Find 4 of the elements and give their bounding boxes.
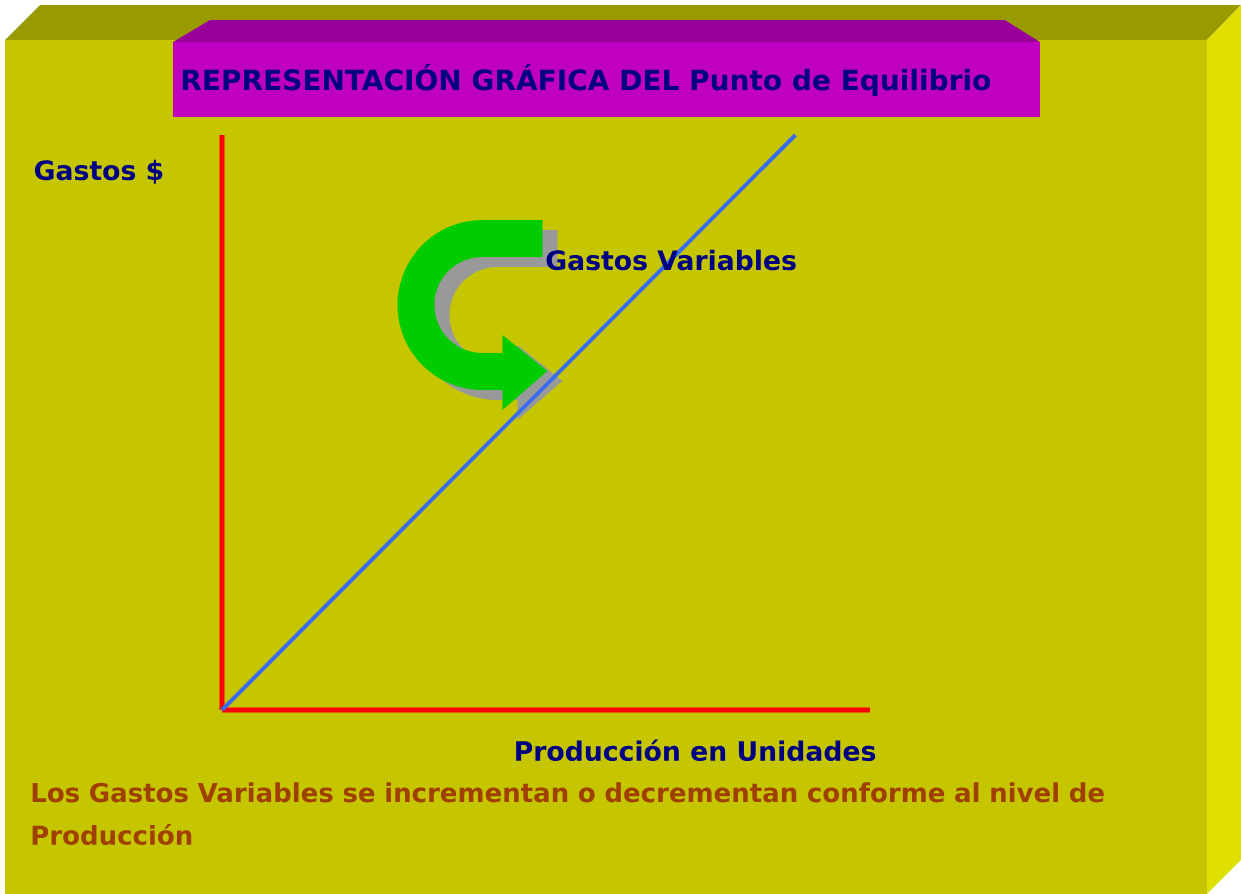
y-axis-title: Gastos $	[34, 159, 163, 184]
x-axis-title: Producción en Unidades	[516, 739, 876, 762]
chart-title: REPRESENTACIÓN GRÁFICA DEL Punto de Equilibrio	[182, 64, 991, 96]
text: Los Gastos Variables se incrementan o decrementan conforme al nivel de Producción	[32, 782, 1104, 846]
